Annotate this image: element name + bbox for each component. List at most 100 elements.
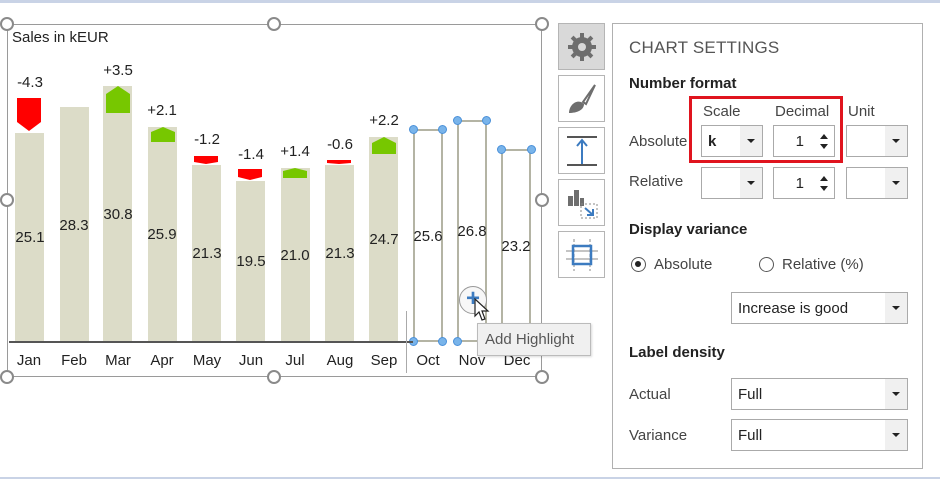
month-sep: Sep [370, 352, 398, 369]
relative-scale-dropdown[interactable] [701, 167, 763, 199]
value-label-dec: 23.2 [501, 238, 531, 255]
variance-direction-dropdown[interactable]: Increase is good [731, 292, 908, 324]
absolute-scale-dropdown[interactable]: k [701, 125, 763, 157]
actual-density-dropdown[interactable]: Full [731, 378, 908, 410]
relative-decimal-stepper[interactable]: 1 [773, 167, 835, 199]
axis-tool-button[interactable] [558, 127, 605, 174]
absolute-decimal-stepper[interactable]: 1 [773, 125, 835, 157]
selection-handle[interactable] [453, 116, 462, 125]
value-label-jul: 21.0 [280, 247, 310, 264]
variance-marker-positive [372, 137, 396, 154]
variance-label-aug: -0.6 [327, 136, 353, 153]
chart-title: Sales in kEUR [12, 29, 109, 46]
variance-label-sep: +2.2 [369, 112, 399, 129]
month-aug: Aug [326, 352, 354, 369]
bar-may[interactable] [192, 165, 221, 341]
bar-feb[interactable] [60, 107, 89, 341]
resize-handle-b[interactable] [267, 370, 281, 384]
value-label-aug: 21.3 [325, 245, 355, 262]
relative-decimal-value: 1 [795, 175, 804, 192]
bar-aug[interactable] [325, 165, 354, 341]
value-label-apr: 25.9 [147, 226, 177, 243]
window-top-border [0, 0, 940, 3]
panel-title: CHART SETTINGS [629, 38, 780, 57]
actual-density-value: Full [738, 386, 763, 403]
value-label-may: 21.3 [192, 245, 222, 262]
bar-sep[interactable] [369, 137, 398, 341]
settings-tool-button[interactable] [558, 23, 605, 70]
variance-marker-positive [106, 86, 130, 113]
month-may: May [192, 352, 222, 369]
month-apr: Apr [150, 352, 174, 369]
variance-direction-value: Increase is good [738, 300, 849, 317]
bar-jan[interactable] [15, 133, 44, 341]
absolute-scale-value: k [708, 133, 717, 150]
number-format-heading: Number format [629, 75, 737, 92]
bar-apr[interactable] [148, 127, 177, 341]
chevron-down-icon [740, 126, 762, 156]
resize-handle-t[interactable] [267, 17, 281, 31]
variance-density-dropdown[interactable]: Full [731, 419, 908, 451]
axis-height-icon [567, 136, 597, 166]
label-density-heading: Label density [629, 344, 725, 361]
absolute-row-label: Absolute [629, 133, 688, 150]
style-tool-button[interactable] [558, 75, 605, 122]
absolute-decimal-value: 1 [795, 133, 804, 150]
chevron-down-icon [885, 420, 907, 450]
selection-handle[interactable] [482, 116, 491, 125]
spin-up-icon[interactable] [820, 176, 828, 181]
mouse-cursor-icon [474, 298, 490, 321]
bar-jun[interactable] [236, 181, 265, 341]
bar-nov[interactable] [457, 120, 487, 342]
resize-handle-bl[interactable] [0, 370, 14, 384]
variance-density-label: Variance [629, 427, 688, 444]
selection-handle[interactable] [497, 145, 506, 154]
variance-absolute-radio[interactable] [631, 257, 646, 272]
paintbrush-icon [569, 84, 596, 113]
display-variance-heading: Display variance [629, 221, 748, 238]
layout-tool-button[interactable] [558, 231, 605, 278]
variance-marker-negative [194, 156, 218, 164]
relative-unit-dropdown[interactable] [846, 167, 908, 199]
value-label-nov: 26.8 [457, 223, 487, 240]
resize-handle-l[interactable] [0, 193, 14, 207]
chevron-down-icon [885, 168, 907, 198]
selection-handle[interactable] [527, 145, 536, 154]
x-axis [9, 341, 413, 343]
selection-handle[interactable] [453, 337, 462, 346]
decimal-column-label: Decimal [775, 103, 830, 120]
value-label-feb: 28.3 [59, 217, 89, 234]
chevron-down-icon [740, 168, 762, 198]
data-tool-button[interactable] [558, 179, 605, 226]
spin-up-icon[interactable] [820, 134, 828, 139]
selection-handle[interactable] [438, 337, 447, 346]
spin-down-icon[interactable] [820, 186, 828, 191]
value-label-sep: 24.7 [369, 231, 399, 248]
month-mar: Mar [105, 352, 131, 369]
chevron-down-icon [885, 126, 907, 156]
gear-icon [568, 33, 596, 61]
plot-area-icon [566, 239, 598, 271]
variance-relative-radio[interactable] [759, 257, 774, 272]
selection-handle[interactable] [438, 125, 447, 134]
month-nov: Nov [458, 352, 486, 369]
selection-handle[interactable] [409, 125, 418, 134]
relative-row-label: Relative [629, 173, 684, 190]
value-label-mar: 30.8 [103, 206, 133, 223]
absolute-unit-dropdown[interactable] [846, 125, 908, 157]
bar-jul[interactable] [281, 168, 310, 341]
spin-down-icon[interactable] [820, 144, 828, 149]
chevron-down-icon [885, 293, 907, 323]
scale-column-label: Scale [703, 103, 741, 120]
resize-handle-br[interactable] [535, 370, 549, 384]
value-label-oct: 25.6 [413, 228, 443, 245]
resize-handle-tr[interactable] [535, 17, 549, 31]
bar-oct[interactable] [413, 129, 443, 342]
month-jul: Jul [285, 352, 305, 369]
variance-label-may: -1.2 [194, 131, 220, 148]
resize-handle-r[interactable] [535, 193, 549, 207]
bar-mar[interactable] [103, 86, 132, 341]
value-label-jun: 19.5 [236, 253, 266, 270]
resize-handle-tl[interactable] [0, 17, 14, 31]
month-jan: Jan [16, 352, 42, 369]
